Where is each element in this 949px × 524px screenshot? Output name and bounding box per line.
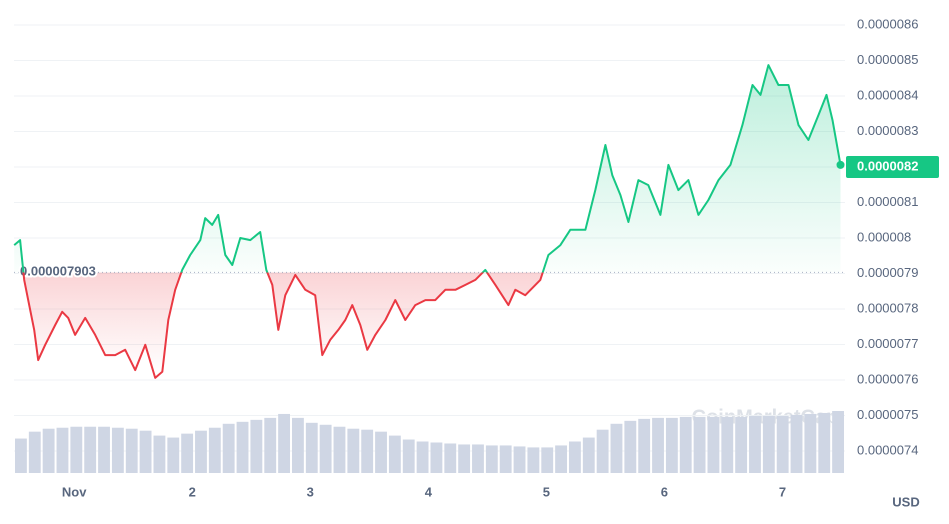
volume-bar <box>541 447 554 473</box>
volume-bar <box>749 415 761 473</box>
volume-bar <box>70 426 83 473</box>
volume-bar <box>582 437 595 473</box>
x-tick-label: 4 <box>425 484 433 499</box>
volume-bar <box>222 423 235 473</box>
volume-bar <box>375 431 387 473</box>
y-tick-label: 0.0000086 <box>857 16 918 31</box>
volume-bar <box>292 417 304 473</box>
currency-label: USD <box>892 494 919 509</box>
volume-bar <box>610 423 623 473</box>
x-tick-label: 6 <box>661 484 668 499</box>
y-tick-label: 0.0000078 <box>857 300 918 315</box>
volume-bar <box>278 413 290 473</box>
volume-bar <box>707 416 720 473</box>
volume-bar <box>167 437 180 473</box>
volume-bar <box>721 416 734 473</box>
volume-bar <box>361 429 374 473</box>
volume-bar <box>42 428 55 473</box>
volume-bar <box>652 417 664 473</box>
volume-bar <box>804 413 817 473</box>
volume-bar <box>208 427 221 473</box>
volume-bar <box>125 428 138 473</box>
x-tick-label: Nov <box>62 484 87 499</box>
volume-bar <box>388 435 401 473</box>
volume-bar <box>735 416 748 473</box>
volume-bar <box>111 427 124 473</box>
volume-bar <box>430 442 443 473</box>
y-tick-label: 0.0000084 <box>857 87 918 102</box>
volume-bar <box>28 431 41 473</box>
volume-bar <box>458 444 471 473</box>
y-tick-label: 0.0000083 <box>857 123 918 138</box>
volume-bar <box>181 433 194 473</box>
volume-bar <box>776 415 789 473</box>
volume-bar <box>596 429 609 473</box>
volume-bar <box>790 414 803 473</box>
y-tick-label: 0.000008 <box>857 229 911 244</box>
volume-bar <box>84 426 97 473</box>
x-tick-label: 5 <box>543 484 550 499</box>
volume-bar <box>679 416 692 473</box>
volume-bar <box>305 422 318 473</box>
current-price-label: 0.0000082 <box>857 158 918 173</box>
volume-bar <box>499 445 512 473</box>
volume-bar <box>527 447 540 473</box>
y-tick-label: 0.0000075 <box>857 407 918 422</box>
volume-bar <box>416 441 429 473</box>
price-area <box>14 65 841 378</box>
y-tick-label: 0.0000081 <box>857 194 918 209</box>
volume-bar <box>693 416 706 473</box>
volume-bar <box>333 426 346 473</box>
volume-bar <box>402 439 415 473</box>
y-tick-label: 0.0000076 <box>857 371 918 386</box>
volume-bar <box>485 445 498 473</box>
volume-bar <box>818 412 831 473</box>
last-point <box>836 160 845 169</box>
volume-bar <box>624 420 637 473</box>
volume-bar <box>153 435 166 473</box>
volume-bar <box>665 417 678 473</box>
current-price-box <box>846 156 939 178</box>
volume-bar <box>513 446 526 473</box>
volume-bar <box>444 443 457 473</box>
volume-bar <box>15 438 27 473</box>
volume-bar <box>250 419 263 473</box>
volume-bar <box>472 444 484 473</box>
volume-bar <box>195 430 207 473</box>
volume-bar <box>347 428 360 473</box>
y-tick-label: 0.0000074 <box>857 442 918 457</box>
price-line <box>13 64 842 379</box>
y-tick-label: 0.0000077 <box>857 336 918 351</box>
y-tick-label: 0.0000079 <box>857 265 918 280</box>
volume-bar <box>264 417 277 473</box>
volume-bar <box>762 415 775 473</box>
volume-bar <box>98 426 110 473</box>
volume-bar <box>555 445 567 473</box>
volume-bar <box>56 427 69 473</box>
volume-bar <box>638 418 651 473</box>
volume-bar <box>319 424 332 473</box>
volume-bar <box>832 411 844 473</box>
volume-bar <box>139 430 152 473</box>
baseline-label: 0.000007903 <box>20 263 96 278</box>
y-tick-label: 0.0000085 <box>857 52 918 67</box>
x-tick-label: 3 <box>307 484 314 499</box>
volume-bar <box>236 421 249 473</box>
x-tick-label: 2 <box>189 484 196 499</box>
volume-bar <box>569 441 581 473</box>
x-tick-label: 7 <box>779 484 786 499</box>
